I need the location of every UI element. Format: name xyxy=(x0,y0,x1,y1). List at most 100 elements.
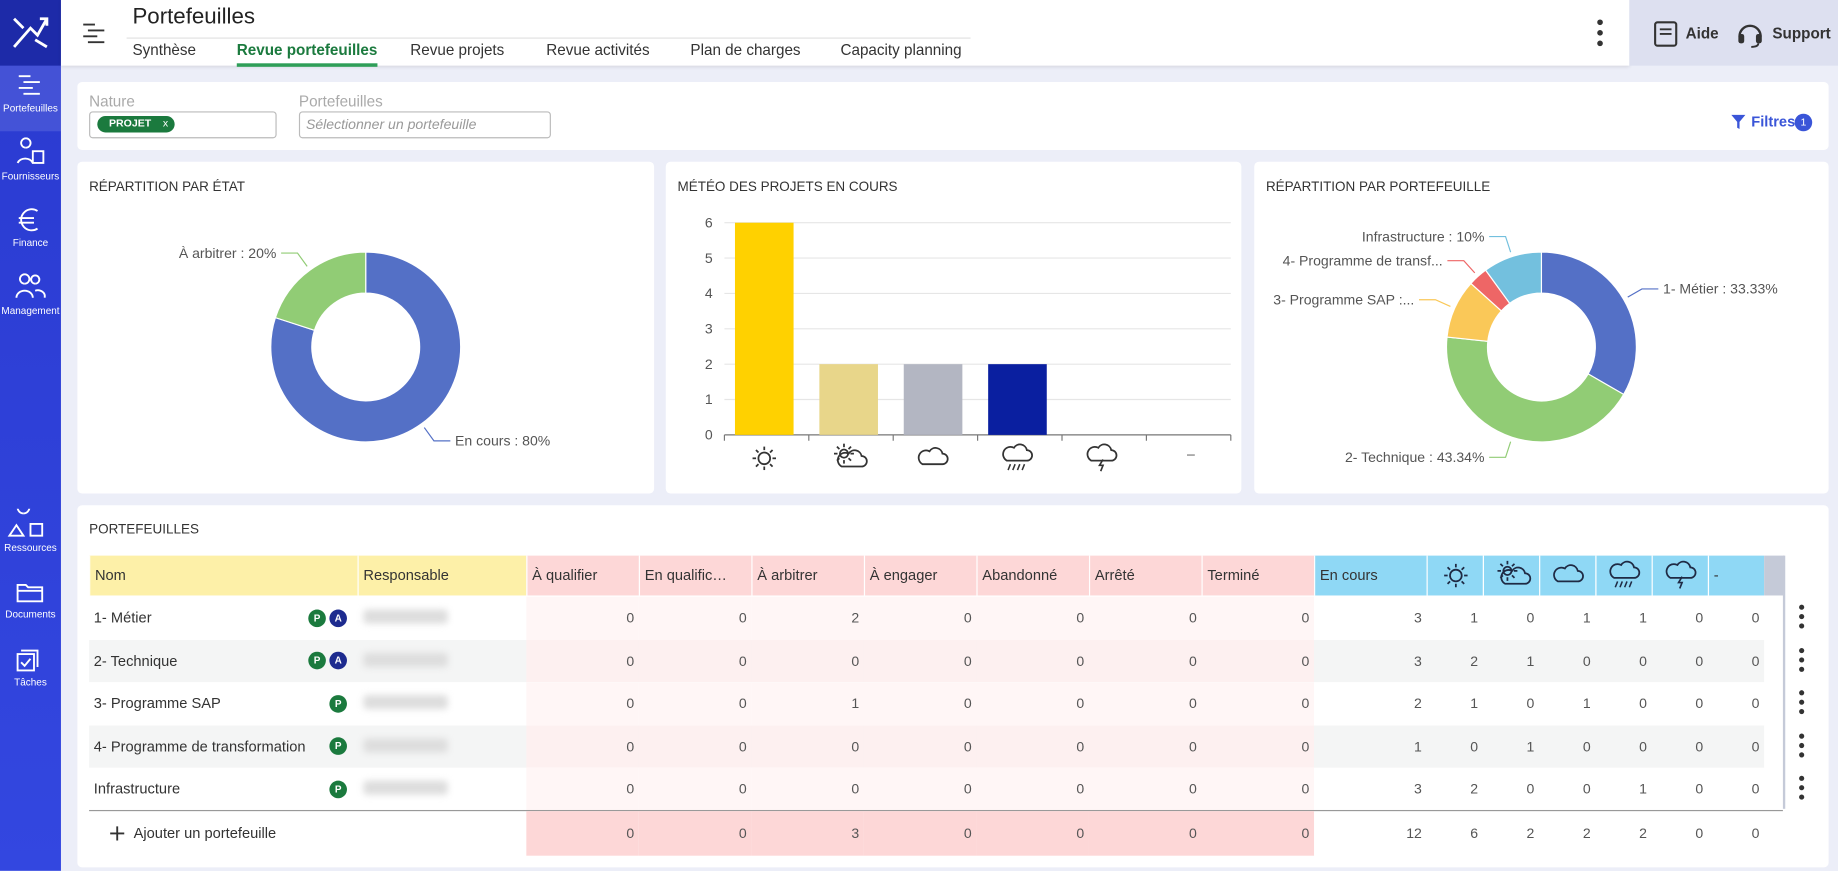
tab[interactable]: Revue portefeuilles xyxy=(236,41,378,67)
cloud-shape xyxy=(917,447,949,466)
sun-ray xyxy=(1461,566,1465,571)
add-portfolio[interactable]: Ajouter un portefeuille xyxy=(133,825,277,842)
logo[interactable] xyxy=(0,0,61,66)
label-line xyxy=(1489,236,1512,253)
nav-item[interactable]: Ressources xyxy=(0,500,61,568)
filters-button[interactable]: Filtres xyxy=(1751,113,1796,131)
nav-item[interactable]: Finance xyxy=(0,204,61,263)
tab[interactable]: Synthèse xyxy=(132,41,196,59)
badge: P xyxy=(308,609,326,627)
header-icon xyxy=(1497,560,1532,585)
y-tick-label: 1 xyxy=(705,391,713,407)
support-link[interactable]: Support xyxy=(1772,24,1831,43)
cell-value: 2 xyxy=(1470,652,1479,670)
nav-item[interactable]: Fournisseurs xyxy=(0,137,61,196)
dot xyxy=(1799,647,1805,653)
header-icon xyxy=(1665,560,1697,589)
tab[interactable]: Capacity planning xyxy=(840,41,962,59)
cell-value: 3 xyxy=(1414,780,1422,798)
row-menu[interactable] xyxy=(1792,687,1811,722)
label-line xyxy=(423,427,451,442)
more-icon[interactable] xyxy=(1591,18,1610,51)
row-menu[interactable] xyxy=(1792,601,1811,636)
dot xyxy=(1799,751,1805,757)
footer-value: 0 xyxy=(1751,825,1760,842)
cloud-shape xyxy=(836,449,868,468)
dot xyxy=(1799,690,1805,696)
help-area: Aide Support xyxy=(1629,0,1838,66)
cell-value: 0 xyxy=(526,682,639,725)
rain-drop xyxy=(1628,581,1633,588)
cell-value: 0 xyxy=(1582,780,1591,798)
cloud-shape xyxy=(1665,560,1697,579)
cell-value: 1 xyxy=(751,682,864,725)
cell-value: 1 xyxy=(1639,780,1647,798)
y-tick-label: 6 xyxy=(705,214,713,230)
y-tick-label: 2 xyxy=(705,356,713,372)
portfolio-select[interactable]: Sélectionner un portefeuille xyxy=(298,111,551,139)
sun-ray xyxy=(1461,580,1465,585)
cell-value: 0 xyxy=(1582,738,1591,755)
footer-line xyxy=(89,809,1783,812)
label-line xyxy=(281,252,308,267)
tab[interactable]: Plan de charges xyxy=(690,41,801,59)
badge: A xyxy=(329,652,347,670)
dot xyxy=(1799,699,1805,705)
help-link[interactable]: Aide xyxy=(1685,24,1719,43)
sun-ray xyxy=(1511,574,1516,579)
table-card: PORTEFEUILLES Nom Responsable À qualifier En… xyxy=(77,505,1829,868)
sun-ray xyxy=(769,463,774,468)
responsable-blurred xyxy=(363,695,448,710)
dot xyxy=(1799,708,1805,715)
page-title: Portefeuilles xyxy=(132,4,256,30)
nature-tag-remove[interactable]: x xyxy=(162,117,169,129)
header-icon xyxy=(1553,564,1584,583)
nav-item[interactable]: Management xyxy=(0,272,61,331)
row-name[interactable]: 4- Programme de transformation xyxy=(93,738,306,755)
rain-drop xyxy=(1007,463,1012,471)
cell-value: 0 xyxy=(526,767,639,811)
header: Portefeuilles Synthèse Revue portefeuille… xyxy=(60,0,1630,67)
cell-value: 0 xyxy=(1582,652,1591,670)
row-menu[interactable] xyxy=(1792,644,1811,679)
row-name[interactable]: Infrastructure xyxy=(93,780,181,798)
table-title: PORTEFEUILLES xyxy=(89,522,199,537)
data-label: 1- Métier : 33.33% xyxy=(1663,281,1778,297)
chart-title: MÉTÉO DES PROJETS EN COURS xyxy=(678,179,898,194)
nature-tag-text: PROJET xyxy=(109,117,152,129)
nav-item[interactable]: Tâches xyxy=(0,644,61,703)
responsable-blurred xyxy=(363,737,448,752)
row-name[interactable]: 3- Programme SAP xyxy=(93,695,221,712)
cell-value: 0 xyxy=(1201,596,1315,640)
tab[interactable]: Revue activités xyxy=(546,41,650,59)
data-label: 3- Programme SAP :... xyxy=(1273,291,1414,307)
weather-icon xyxy=(1497,560,1532,585)
add-icon[interactable] xyxy=(109,825,125,841)
column-header xyxy=(1595,555,1652,596)
footer-value: 0 xyxy=(1201,811,1315,856)
badge: P xyxy=(329,737,347,756)
sun-ray xyxy=(1446,580,1451,585)
row-menu[interactable] xyxy=(1792,772,1811,807)
nav-item[interactable]: Documents xyxy=(0,576,61,635)
support-icon[interactable] xyxy=(1735,19,1765,49)
row-menu[interactable] xyxy=(1792,730,1811,765)
weather-icon xyxy=(1553,564,1584,583)
nav-item[interactable]: Portefeuilles xyxy=(0,69,61,128)
row-name[interactable]: 2- Technique xyxy=(93,652,178,670)
tab[interactable]: Revue projets xyxy=(410,41,505,59)
nature-select[interactable]: PROJET x xyxy=(89,111,277,139)
filter-icon[interactable] xyxy=(1730,114,1746,130)
help-icon[interactable] xyxy=(1653,20,1679,48)
cell-value: 0 xyxy=(1695,738,1704,755)
weather-icon xyxy=(1665,560,1697,589)
donut-slice xyxy=(274,251,367,332)
data-label: En cours : 80% xyxy=(455,433,550,449)
footer-value: 0 xyxy=(863,811,977,856)
sun-shape xyxy=(757,451,772,466)
row-name[interactable]: 1- Métier xyxy=(93,609,152,627)
data-label: Infrastructure : 10% xyxy=(1362,228,1485,244)
action-column xyxy=(1782,555,1786,809)
menu-icon[interactable] xyxy=(80,21,108,44)
